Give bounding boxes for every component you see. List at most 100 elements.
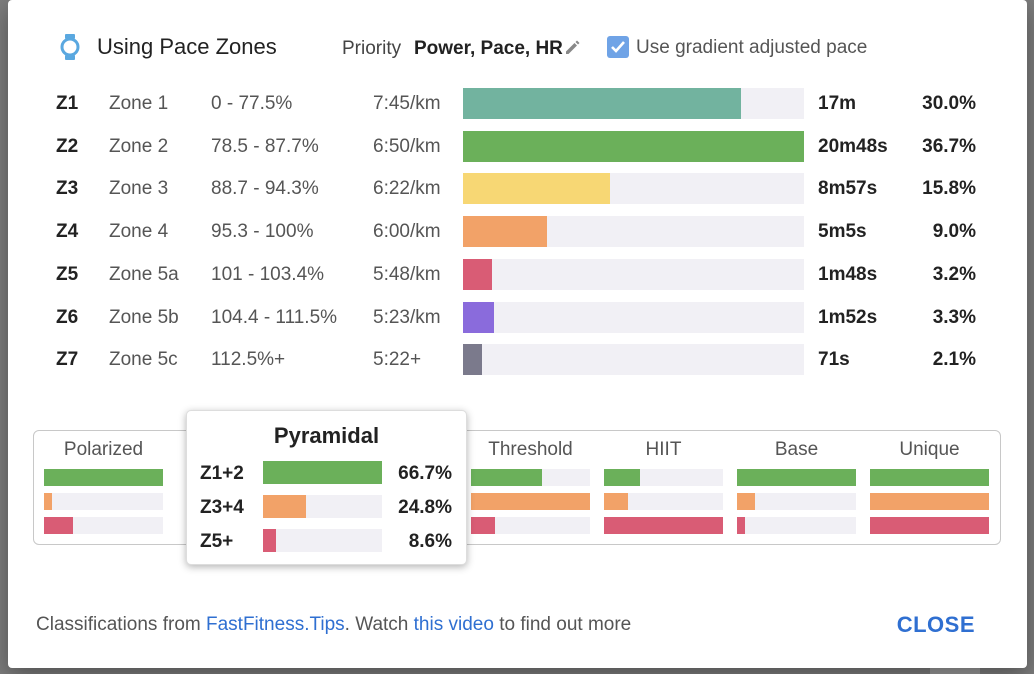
zone-row: Z2 Zone 2 78.5 - 87.7% 6:50/km 20m48s 36.7% [8, 126, 1027, 169]
classification-name: Polarized [63, 439, 144, 460]
tooltip-bar-track [263, 461, 382, 484]
zone-bar-track [463, 88, 804, 119]
classification-bar-track [604, 469, 723, 486]
classification-bar-fill [737, 469, 856, 486]
classification-polarized[interactable]: Polarized [44, 431, 163, 544]
zone-time: 20m48s [818, 135, 888, 157]
zone-code: Z1 [56, 93, 79, 114]
zone-bar-fill [463, 88, 741, 119]
tooltip-bar-fill [263, 529, 277, 552]
zone-percent: 15.8% [922, 178, 976, 200]
zone-name: Zone 5b [109, 306, 179, 328]
tooltip-row-percent: 8.6% [408, 531, 452, 552]
zone-pace: 6:00/km [373, 221, 441, 243]
classification-bar-fill [471, 469, 543, 486]
zone-code: Z5 [56, 263, 79, 285]
classification-bar-track [44, 517, 163, 534]
classification-bar-fill [737, 493, 755, 510]
classification-bar-track [44, 493, 163, 510]
zone-name: Zone 4 [109, 221, 169, 243]
fastfitness-link[interactable]: FastFitness.Tips [206, 614, 345, 635]
classification-bar-fill [737, 517, 746, 534]
classification-base[interactable]: Base [737, 431, 856, 544]
classification-bar-fill [471, 493, 590, 510]
zone-range: 104.4 - 111.5% [211, 306, 338, 328]
classification-bar-track [737, 493, 856, 510]
check-icon [611, 41, 625, 53]
zone-range: 0 - 77.5% [211, 93, 293, 114]
classification-bar-track [604, 493, 723, 510]
classification-bar-track [737, 517, 856, 534]
tooltip-bar-track [263, 495, 382, 518]
classification-bar-fill [44, 493, 53, 510]
zone-time: 8m57s [818, 178, 878, 200]
gradient-label[interactable]: Use gradient adjusted pace [636, 37, 868, 58]
tooltip-bar-fill [263, 495, 306, 518]
footer-middle: . Watch [344, 614, 414, 635]
classification-bar-track [870, 493, 989, 510]
pace-zones-dialog: Using Pace Zones Priority Power, Pace, H… [8, 0, 1027, 668]
classification-name: Base [774, 439, 819, 460]
zone-bar-fill [463, 301, 494, 333]
zone-name: Zone 3 [109, 178, 169, 200]
classification-bar-fill [471, 517, 495, 534]
watch-icon [60, 34, 80, 60]
classification-bar-track [44, 469, 163, 486]
tooltip-bar-fill [263, 461, 382, 484]
gradient-checkbox[interactable] [607, 36, 629, 58]
zone-name: Zone 2 [109, 135, 169, 157]
classification-threshold[interactable]: Threshold [471, 431, 590, 544]
zone-name: Zone 1 [109, 93, 169, 114]
zone-code: Z2 [56, 135, 79, 157]
zone-code: Z4 [56, 221, 79, 243]
zone-pace: 6:50/km [373, 135, 441, 157]
zone-code: Z7 [56, 349, 79, 371]
video-link[interactable]: this video [413, 614, 494, 635]
tooltip-row-label: Z5+ [200, 531, 234, 552]
zone-pace: 5:23/km [373, 306, 441, 328]
zone-bar-track [463, 258, 804, 290]
tooltip-row-label: Z1+2 [200, 463, 244, 484]
footer-text: Classifications from FastFitness.Tips. W… [36, 614, 631, 636]
zone-percent: 3.3% [932, 306, 976, 328]
pencil-icon[interactable] [564, 38, 582, 56]
zone-row: Z5 Zone 5a 101 - 103.4% 5:48/km 1m48s 3.2% [8, 254, 1027, 297]
classification-unique[interactable]: Unique [870, 431, 989, 544]
zone-code: Z3 [56, 178, 79, 200]
zone-bar-track [463, 344, 804, 376]
classification-bar-track [737, 469, 856, 486]
zone-bar-track [463, 130, 804, 162]
zone-pace: 5:22+ [373, 349, 422, 371]
tooltip-row: Z1+2 66.7% [187, 458, 466, 492]
classification-name: HIIT [645, 439, 682, 460]
priority-label: Priority [342, 38, 402, 59]
zone-time: 5m5s [818, 221, 867, 243]
classification-bar-fill [870, 469, 989, 486]
tooltip-row: Z5+ 8.6% [187, 526, 466, 560]
priority-value[interactable]: Power, Pace, HR [414, 38, 563, 59]
tooltip-bar-track [263, 529, 382, 552]
dialog-title: Using Pace Zones [97, 34, 277, 59]
zone-percent: 3.2% [932, 263, 976, 285]
zone-range: 101 - 103.4% [211, 263, 325, 285]
classification-bar-fill [604, 493, 628, 510]
zone-bar-fill [463, 344, 482, 376]
classification-bar-fill [44, 517, 73, 534]
classification-bar-fill [604, 517, 723, 534]
zone-pace: 5:48/km [373, 263, 441, 285]
classification-name: Threshold [488, 439, 573, 460]
zone-row: Z3 Zone 3 88.7 - 94.3% 6:22/km 8m57s 15.8% [8, 168, 1027, 211]
classification-panel: Polarized Threshold HIIT Base Unique [33, 430, 1001, 545]
zone-range: 112.5%+ [211, 349, 286, 371]
zone-bar-fill [463, 130, 804, 162]
zone-pace: 6:22/km [373, 178, 441, 200]
classification-bar-track [604, 517, 723, 534]
zone-bar-fill [463, 216, 547, 248]
pyramidal-tooltip: Pyramidal Z1+2 66.7% Z3+4 24.8% Z5+ 8.6% [186, 410, 467, 565]
classification-hiit[interactable]: HIIT [604, 431, 723, 544]
zone-percent: 9.0% [932, 221, 976, 243]
zone-bar-fill [463, 173, 610, 205]
close-button[interactable]: CLOSE [896, 612, 975, 637]
classification-bar-track [471, 469, 590, 486]
zone-percent: 2.1% [932, 349, 976, 371]
